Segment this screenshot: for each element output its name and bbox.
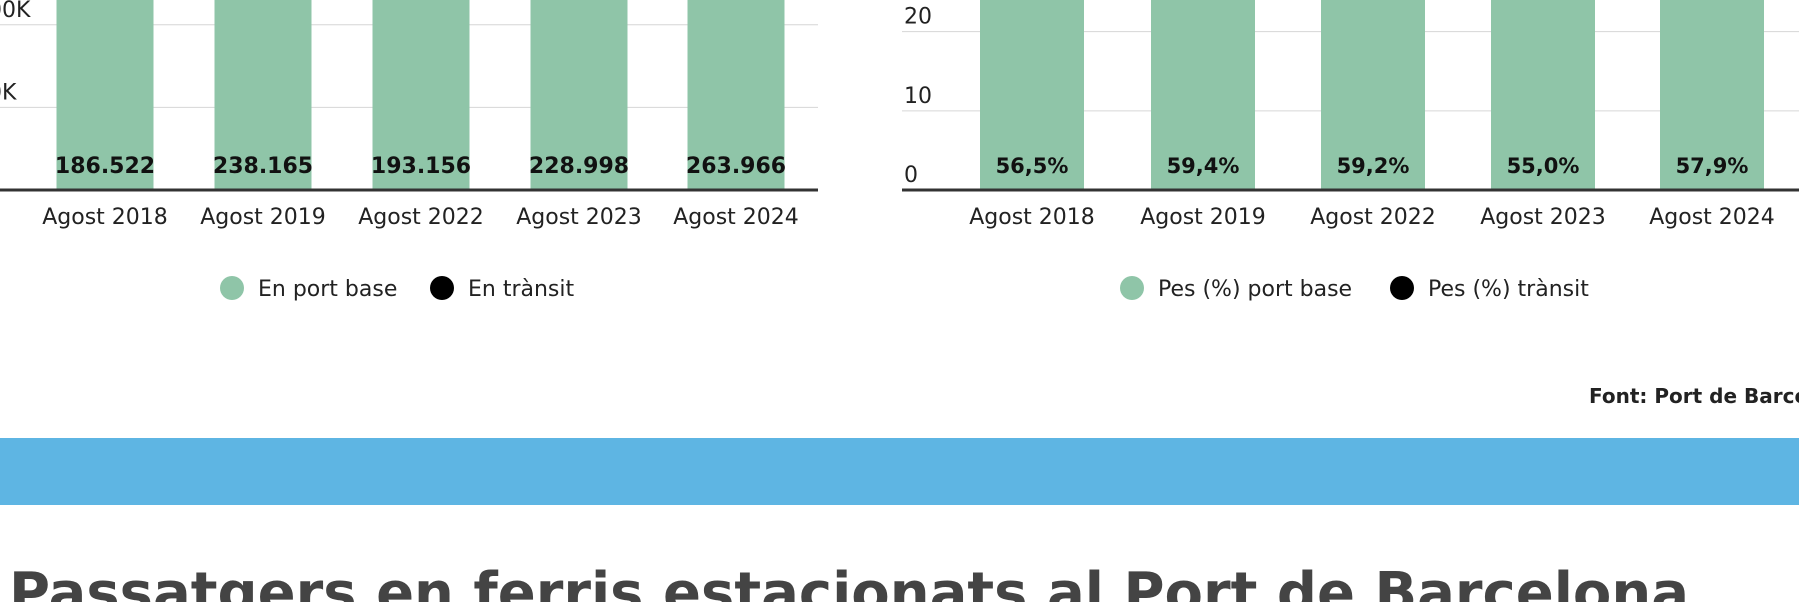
legend-label: Pes (%) trànsit xyxy=(1428,277,1589,302)
x-tick-label: Agost 2019 xyxy=(1140,205,1266,230)
data-label: 59,4% xyxy=(1167,154,1240,178)
bar xyxy=(372,0,470,191)
y-tick-label: 100K xyxy=(0,0,31,23)
legend-label: Pes (%) port base xyxy=(1158,277,1352,302)
legend-label: En trànsit xyxy=(468,277,575,302)
data-label: 59,2% xyxy=(1337,154,1410,178)
data-label: 263.966 xyxy=(686,154,786,179)
data-label: 193.156 xyxy=(371,154,471,179)
legend-swatch xyxy=(220,276,244,300)
y-tick-label: 0 xyxy=(904,163,918,188)
bar xyxy=(980,0,1084,190)
bar xyxy=(1321,0,1425,190)
data-label: 238.165 xyxy=(213,154,313,179)
data-label: 228.998 xyxy=(529,154,629,179)
x-tick-label: Agost 2022 xyxy=(1310,205,1436,230)
x-tick-label: Agost 2018 xyxy=(969,205,1095,230)
x-tick-label: Agost 2023 xyxy=(516,205,642,230)
data-label: 56,5% xyxy=(996,154,1069,178)
heading: Passatgers en ferris estacionats al Port… xyxy=(9,561,1689,602)
bar xyxy=(1660,0,1764,190)
source: Font: Port de Barcelona xyxy=(1589,384,1799,408)
legend-swatch xyxy=(430,276,454,300)
y-tick-label: 50K xyxy=(0,80,17,105)
bar xyxy=(1491,0,1595,190)
y-tick-label: 10 xyxy=(904,84,932,109)
x-tick-label: Agost 2024 xyxy=(1649,205,1775,230)
bar xyxy=(56,0,154,190)
bar xyxy=(214,0,312,190)
legend-swatch xyxy=(1390,276,1414,300)
y-tick-label: 20 xyxy=(904,5,932,30)
legend-swatch xyxy=(1120,276,1144,300)
bar xyxy=(687,0,785,190)
x-tick-label: Agost 2023 xyxy=(1480,205,1606,230)
x-tick-label: Agost 2019 xyxy=(200,205,326,230)
x-tick-label: Agost 2022 xyxy=(358,205,484,230)
bar xyxy=(530,0,628,190)
data-label: 55,0% xyxy=(1507,154,1580,178)
x-tick-label: Agost 2018 xyxy=(42,205,168,230)
data-label: 57,9% xyxy=(1676,154,1749,178)
banner xyxy=(0,438,1799,505)
data-label: 186.522 xyxy=(55,154,155,179)
legend-label: En port base xyxy=(258,277,397,302)
bar xyxy=(1151,0,1255,190)
x-tick-label: Agost 2024 xyxy=(673,205,799,230)
